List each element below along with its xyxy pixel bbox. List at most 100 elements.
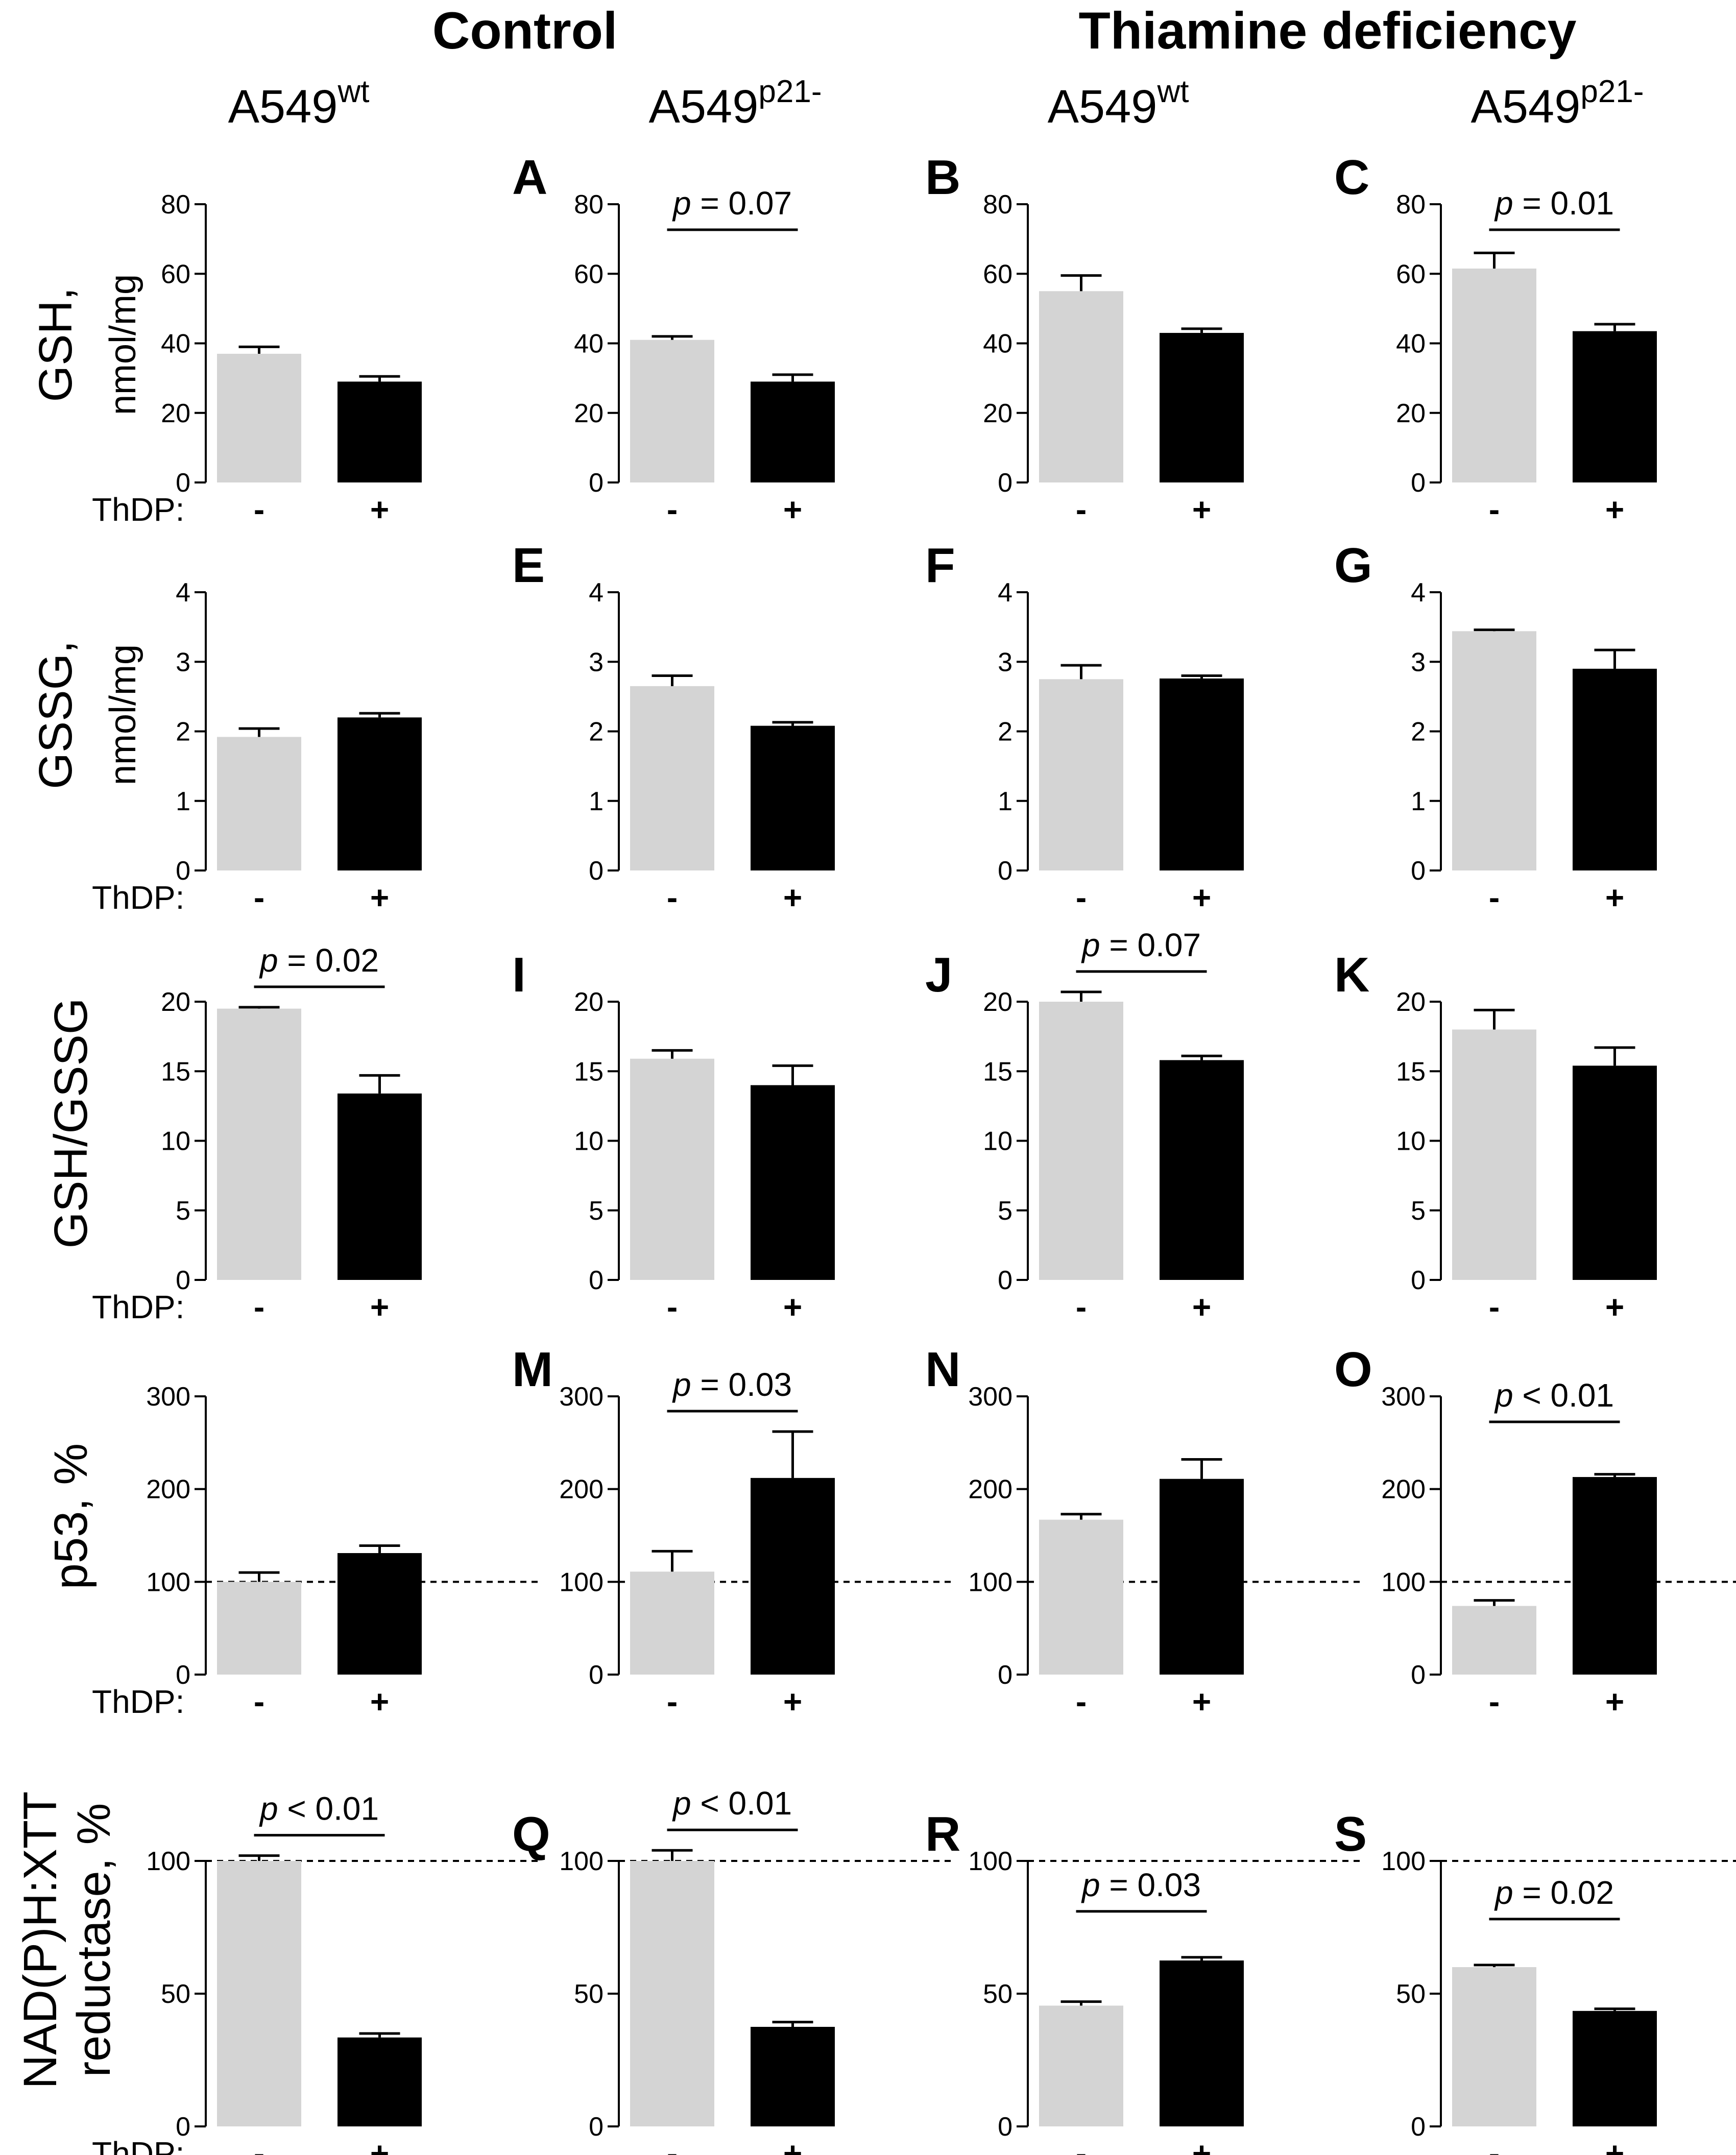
cell-line-header: A549wt [228, 74, 370, 133]
group-title-control: Control [432, 2, 618, 60]
y-tick-label: 3 [589, 647, 604, 677]
panel-letter: S [1334, 1807, 1367, 1861]
bar-plus-thdp [751, 1478, 835, 1675]
bar-plus-thdp [337, 1093, 422, 1280]
y-tick-label: 3 [1411, 647, 1426, 677]
p-symbol: p [672, 1366, 691, 1403]
x-category-label: + [783, 1683, 802, 1720]
x-category-label: - [667, 491, 678, 528]
cell-line-header: A549p21- [1471, 74, 1644, 133]
bar-plus-thdp [751, 381, 835, 482]
bar-minus-thdp [217, 1008, 301, 1280]
bar-minus-thdp [630, 1058, 714, 1280]
y-tick-label: 3 [998, 647, 1012, 677]
panel-I: 0 5 10 15 20 - + ThDP: Ip = 0.02 [92, 942, 526, 1325]
y-tick-label: 20 [983, 399, 1012, 428]
x-category-label: + [370, 879, 389, 916]
bar-minus-thdp [1452, 1029, 1536, 1280]
x-category-label: - [1076, 1289, 1087, 1325]
x-category-label: - [254, 491, 264, 528]
y-tick-label: 20 [1396, 399, 1426, 428]
x-axis-label: ThDP: [92, 491, 184, 528]
x-category-label: + [1605, 1289, 1624, 1325]
p-value: = 0.07 [1100, 927, 1201, 963]
y-tick-label: 0 [176, 468, 190, 498]
p-value-label: p = 0.07 [672, 185, 792, 222]
bar-minus-thdp [1452, 269, 1536, 482]
bar-plus-thdp [337, 2037, 422, 2126]
y-tick-label: 0 [589, 1660, 604, 1690]
y-tick-label: 5 [1411, 1196, 1426, 1226]
y-tick-label: 0 [1411, 2112, 1426, 2142]
x-category-label: - [1076, 2135, 1087, 2155]
panel-N: 0 100 200 300 - + Np = 0.03 [559, 1342, 960, 1720]
y-tick-label: 0 [1411, 468, 1426, 498]
bar-minus-thdp [630, 686, 714, 870]
y-tick-label: 10 [161, 1127, 190, 1156]
x-category-label: + [1605, 2135, 1624, 2155]
p-symbol: p [1494, 185, 1513, 222]
y-tick-label: 100 [146, 1567, 190, 1597]
y-tick-label: 2 [589, 717, 604, 747]
p-symbol: p [1494, 1874, 1513, 1911]
y-tick-label: 60 [161, 259, 190, 289]
x-category-label: - [1489, 2135, 1500, 2155]
y-tick-label: 10 [574, 1127, 604, 1156]
bar-minus-thdp [1039, 679, 1123, 870]
x-category-label: + [1192, 1289, 1211, 1325]
panel-S: 0 50 100 - + Sp = 0.03 [968, 1807, 1367, 2155]
bar-plus-thdp [337, 1553, 422, 1675]
panel-C: 0 20 40 60 80 - + C [983, 150, 1369, 528]
y-tick-label: 15 [574, 1057, 604, 1086]
bar-plus-thdp [1573, 2011, 1657, 2126]
y-tick-label: 100 [968, 1847, 1012, 1876]
y-tick-label: 0 [998, 1266, 1012, 1295]
bar-minus-thdp [217, 737, 301, 870]
panel-letter: I [512, 948, 526, 1002]
bar-plus-thdp [1573, 1066, 1657, 1280]
y-tick-label: 60 [574, 259, 604, 289]
panel-letter: J [925, 948, 952, 1002]
y-tick-label: 20 [574, 987, 604, 1017]
y-tick-label: 20 [161, 987, 190, 1017]
bar-plus-thdp [1573, 668, 1657, 870]
x-category-label: - [1489, 491, 1500, 528]
bar-plus-thdp [1160, 1060, 1244, 1280]
y-tick-label: 50 [161, 1979, 190, 2009]
y-tick-label: 80 [161, 190, 190, 220]
panel-letter: B [925, 150, 960, 205]
row-label-gsh-gssg: GSH/GSSG [45, 998, 97, 1249]
bar-plus-thdp [751, 1085, 835, 1280]
cell-line-header: A549p21- [649, 74, 822, 133]
y-tick-label: 100 [1381, 1567, 1426, 1597]
bar-plus-thdp [337, 717, 422, 870]
panel-letter: Q [512, 1807, 550, 1861]
bar-plus-thdp [1160, 1960, 1244, 2126]
bar-minus-thdp [1452, 1967, 1536, 2126]
bar-minus-thdp [630, 1571, 714, 1675]
panel-G: 0 1 2 3 4 - + G [998, 538, 1372, 916]
y-tick-label: 100 [1381, 1847, 1426, 1876]
y-tick-label: 4 [1411, 578, 1426, 608]
x-category-label: + [783, 1289, 802, 1325]
y-tick-label: 200 [968, 1475, 1012, 1505]
y-tick-label: 0 [176, 1266, 190, 1295]
x-category-label: + [1192, 2135, 1211, 2155]
x-axis-label: ThDP: [92, 1683, 184, 1720]
x-category-label: + [1192, 491, 1211, 528]
y-tick-label: 300 [968, 1382, 1012, 1412]
cell-line-header: A549wt [1048, 74, 1189, 133]
y-tick-label: 40 [161, 329, 190, 359]
y-tick-label: 20 [161, 399, 190, 428]
bar-minus-thdp [1452, 1606, 1536, 1675]
x-category-label: - [667, 879, 678, 916]
bar-plus-thdp [751, 2027, 835, 2126]
x-category-label: + [783, 879, 802, 916]
panel-E: 0 1 2 3 4 - + ThDP: E [92, 538, 545, 916]
panel-Q: 0 50 100 - + ThDP: Qp < 0.01 [92, 1790, 550, 2155]
panel-B: 0 20 40 60 80 - + Bp = 0.07 [574, 150, 960, 528]
